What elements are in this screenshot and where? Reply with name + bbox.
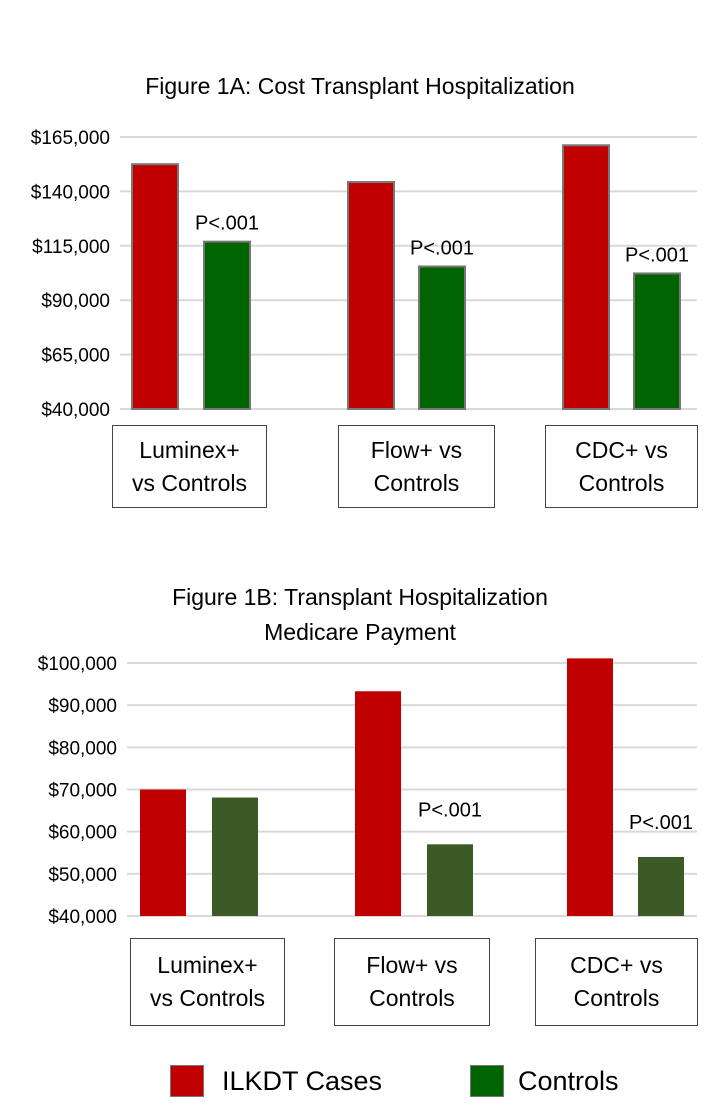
bar-cases	[131, 163, 179, 410]
legend-item-cases: ILKDT Cases	[170, 1065, 382, 1097]
bar-cases	[347, 181, 395, 410]
chart-b-title: Figure 1B: Transplant Hospitalization Me…	[172, 584, 548, 645]
legend-swatch-cases	[170, 1065, 204, 1097]
legend-label-cases: ILKDT Cases	[222, 1065, 383, 1096]
y-tick-label: $80,000	[48, 738, 117, 759]
bar-controls	[633, 272, 681, 411]
bar-controls	[638, 856, 684, 916]
y-tick-label: $115,000	[32, 237, 110, 258]
p-value-label: P<.001	[629, 812, 693, 834]
legend-swatch-controls	[470, 1065, 504, 1097]
legend-item-controls: Controls	[470, 1065, 619, 1097]
chart-a-category-cdc: CDC+ vs Controls	[545, 425, 698, 508]
y-tick-label: $50,000	[48, 865, 117, 886]
y-tick-label: $65,000	[41, 346, 110, 367]
bar-cases	[355, 691, 401, 916]
p-value-label: P<.001	[418, 799, 482, 821]
legend-label-controls: Controls	[518, 1065, 619, 1096]
p-value-label: P<.001	[195, 213, 259, 235]
y-tick-label: $60,000	[48, 823, 117, 844]
chart-b-category-luminex: Luminex+ vs Controls	[130, 938, 285, 1026]
chart-a-category-luminex: Luminex+ vs Controls	[112, 425, 267, 508]
y-tick-label: $165,000	[31, 128, 110, 149]
chart-a-category-flow: Flow+ vs Controls	[338, 425, 495, 508]
p-value-label: P<.001	[410, 237, 474, 259]
y-tick-label: $40,000	[48, 907, 117, 928]
chart-b-category-cdc: CDC+ vs Controls	[535, 938, 698, 1026]
bar-cases	[562, 144, 610, 410]
bar-controls	[418, 265, 466, 410]
bar-controls	[427, 844, 473, 916]
y-tick-label: $100,000	[38, 654, 117, 675]
y-tick-label: $140,000	[31, 182, 110, 203]
y-tick-label: $70,000	[48, 781, 117, 802]
y-tick-label: $40,000	[41, 400, 110, 421]
bar-cases	[140, 789, 186, 916]
y-tick-label: $90,000	[48, 696, 117, 717]
p-value-label: P<.001	[625, 244, 689, 266]
y-tick-label: $90,000	[41, 291, 110, 312]
chart-b-category-flow: Flow+ vs Controls	[334, 938, 490, 1026]
chart-a-title: Figure 1A: Cost Transplant Hospitalizati…	[145, 73, 575, 99]
bar-controls	[203, 240, 251, 410]
bar-cases	[567, 658, 613, 916]
bar-controls	[212, 797, 258, 916]
